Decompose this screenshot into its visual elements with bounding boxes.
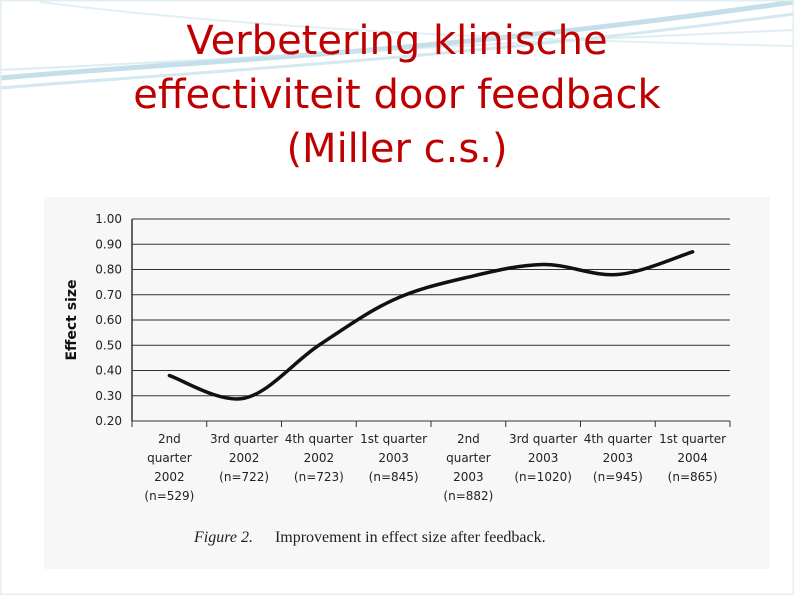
x-tick-label: 2002: [304, 451, 335, 465]
y-tick-label: 0.30: [95, 389, 122, 403]
y-tick-label: 0.90: [95, 237, 122, 251]
figure-panel: 0.20 0.30 0.40 0.50 0.60 0.70 0.80 0.90 1.00 Effe…: [44, 197, 770, 569]
x-tick-label: 2002: [229, 451, 260, 465]
x-tick-label: 2004: [677, 451, 708, 465]
x-tick-label: 2003: [528, 451, 559, 465]
x-tick-label: 1st quarter: [659, 432, 726, 446]
title-line-2: effectiviteit door feedback: [133, 72, 661, 118]
x-tick-label: 1st quarter: [360, 432, 427, 446]
series-line: [167, 250, 695, 401]
x-tick-label: 2nd: [158, 432, 181, 446]
x-tick-label: quarter: [446, 451, 491, 465]
x-tick-label: (n=882): [443, 489, 493, 503]
x-tick-label: 2003: [453, 470, 484, 484]
y-tick-label: 0.70: [95, 288, 122, 302]
title-line-3: (Miller c.s.): [286, 126, 508, 172]
y-tick-label: 0.80: [95, 263, 122, 277]
x-tick-label: (n=722): [219, 470, 269, 484]
x-tick-label: 2003: [378, 451, 409, 465]
effect-size-line-chart: 0.20 0.30 0.40 0.50 0.60 0.70 0.80 0.90 1.00 Effe…: [64, 212, 731, 503]
y-tick-label: 0.60: [95, 313, 122, 327]
x-tick-label: 3rd quarter: [509, 432, 577, 446]
y-tick-label: 0.40: [95, 364, 122, 378]
x-tick-label: (n=865): [668, 470, 718, 484]
slide-title: Verbetering klinische effectiviteit door…: [0, 14, 794, 176]
figure-caption-text: Improvement in effect size after feedbac…: [274, 529, 546, 546]
x-tick-label: 2003: [603, 451, 634, 465]
y-axis-label: Effect size: [64, 279, 80, 360]
x-tick-label: 4th quarter: [285, 432, 353, 446]
x-tick-label: (n=945): [593, 470, 643, 484]
figure-caption: Figure 2. Improvement in effect size aft…: [194, 529, 546, 547]
x-tick-label: (n=723): [294, 470, 344, 484]
x-tick-label: 4th quarter: [584, 432, 652, 446]
x-tick-label: quarter: [147, 451, 192, 465]
y-tick-label: 0.20: [95, 414, 122, 428]
x-tick-label: 2nd: [457, 432, 480, 446]
x-tick-label: (n=845): [369, 470, 419, 484]
x-tick-label: (n=1020): [514, 470, 572, 484]
title-line-1: Verbetering klinische: [186, 18, 608, 64]
x-tick-label: 2002: [154, 470, 185, 484]
x-tick-label: 3rd quarter: [210, 432, 278, 446]
figure-label: Figure 2.: [194, 529, 253, 546]
x-tick-label: (n=529): [144, 489, 194, 503]
y-tick-label: 0.50: [95, 338, 122, 352]
y-tick-label: 1.00: [95, 212, 122, 226]
